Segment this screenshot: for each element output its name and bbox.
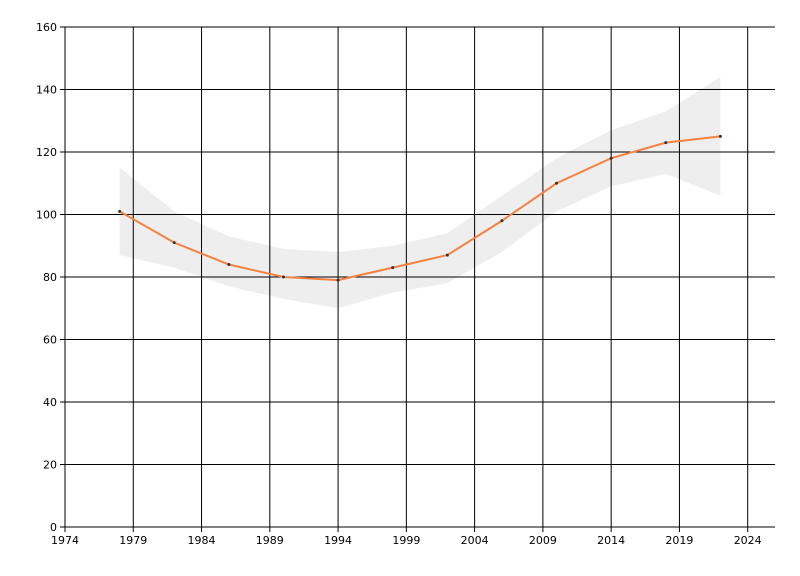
x-tick-label: 1979 bbox=[119, 534, 147, 547]
marker bbox=[609, 156, 613, 160]
marker bbox=[281, 275, 285, 279]
x-tick-label: 1994 bbox=[324, 534, 352, 547]
y-tick-label: 0 bbox=[50, 521, 57, 534]
y-tick-label: 120 bbox=[36, 146, 57, 159]
y-tick-label: 140 bbox=[36, 84, 57, 97]
x-tick-label: 2024 bbox=[734, 534, 762, 547]
marker bbox=[555, 181, 559, 185]
marker bbox=[227, 263, 231, 266]
x-tick-label: 1999 bbox=[392, 534, 420, 547]
marker bbox=[118, 209, 122, 213]
line bbox=[119, 135, 721, 282]
x-tick-label: 1989 bbox=[256, 534, 284, 547]
x-tick-label: 2019 bbox=[665, 534, 693, 547]
x-tick-label: 2014 bbox=[597, 534, 625, 547]
marker bbox=[500, 219, 504, 223]
marker bbox=[336, 278, 340, 282]
x-tick-label: 2009 bbox=[529, 534, 557, 547]
x-tick-label: 1974 bbox=[51, 534, 79, 547]
x-tick-label: 2004 bbox=[461, 534, 489, 547]
y-tick-label: 20 bbox=[43, 459, 57, 472]
marker bbox=[445, 253, 449, 257]
x-tick-label: 1984 bbox=[188, 534, 216, 547]
y-tick-label: 40 bbox=[43, 396, 57, 409]
marker bbox=[391, 266, 395, 270]
marker bbox=[718, 134, 722, 138]
marker bbox=[664, 141, 668, 145]
y-tick-label: 160 bbox=[36, 21, 57, 34]
y-tick-label: 100 bbox=[36, 209, 57, 222]
y-tick-label: 60 bbox=[43, 334, 57, 347]
y-tick-label: 80 bbox=[43, 271, 57, 284]
marker bbox=[172, 241, 176, 245]
confidence-band bbox=[119, 77, 721, 309]
